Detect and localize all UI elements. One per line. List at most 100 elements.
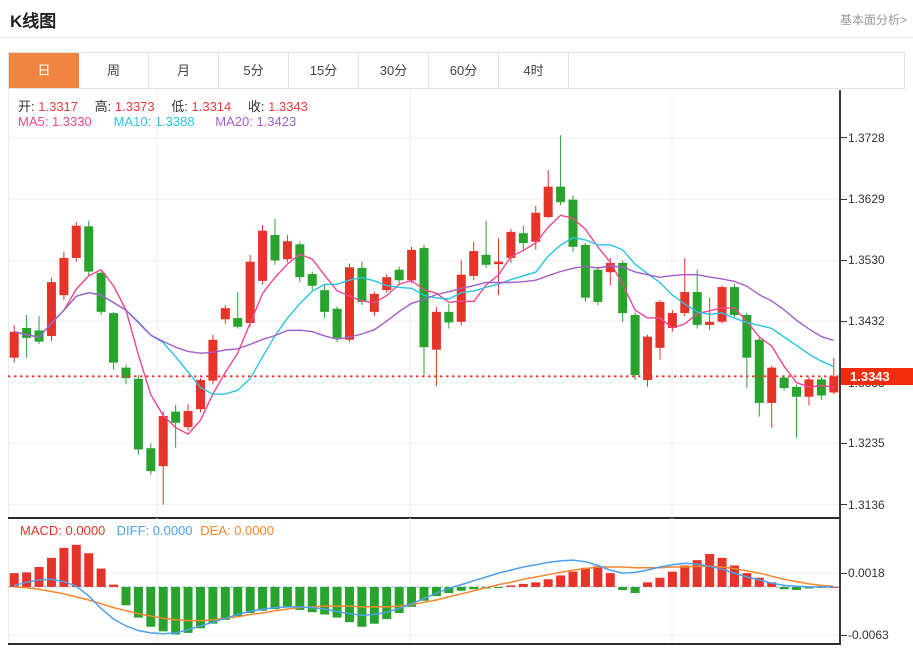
price-tick-mark — [841, 259, 847, 261]
macd-tick-mark — [841, 572, 847, 574]
tab-5min[interactable]: 5分 — [219, 53, 289, 88]
candle — [655, 300, 665, 360]
candle — [568, 195, 578, 252]
ma10-readout: MA10: 1.3388 — [113, 114, 195, 129]
tab-4hour[interactable]: 4时 — [499, 53, 569, 88]
macd-bar — [245, 586, 255, 613]
candle — [46, 277, 56, 341]
candle — [494, 238, 504, 296]
tab-day[interactable]: 日 — [9, 53, 79, 88]
macd-bar — [556, 575, 566, 587]
macd-bar — [59, 547, 69, 587]
macd-bar — [407, 586, 417, 607]
macd-bar — [208, 586, 218, 624]
macd-bar — [804, 586, 814, 589]
macd-bar — [233, 586, 243, 617]
candle — [543, 169, 553, 219]
macd-bar — [717, 557, 727, 587]
candle — [9, 324, 19, 363]
candle — [295, 241, 305, 283]
macd-bar — [692, 560, 702, 587]
candle — [382, 274, 392, 293]
candle — [816, 376, 826, 400]
macd-bar — [307, 586, 317, 613]
macd-bar — [655, 577, 665, 587]
tab-15min[interactable]: 15分 — [289, 53, 359, 88]
candle — [829, 357, 839, 395]
candle — [717, 285, 727, 324]
macd-bar — [71, 544, 81, 587]
ma5-readout: MA5: 1.3330 — [18, 114, 92, 129]
candle — [680, 257, 690, 317]
macd-bar — [394, 586, 404, 613]
macd-bar — [469, 586, 479, 590]
plot-left-border — [8, 89, 9, 644]
candle — [133, 375, 143, 456]
candle — [556, 135, 566, 206]
candle — [59, 251, 69, 301]
candle — [419, 244, 429, 376]
macd-bar — [543, 579, 553, 587]
macd-bar — [742, 573, 752, 587]
candle — [444, 303, 454, 329]
macd-bar — [22, 572, 32, 587]
candle — [84, 220, 94, 276]
candle — [431, 306, 441, 387]
candle — [593, 266, 603, 306]
price-tick-mark — [841, 198, 847, 200]
macd-bar — [34, 567, 44, 587]
price-tick-label: 1.3136 — [848, 497, 885, 512]
fundamental-analysis-link[interactable]: 基本面分析> — [839, 13, 907, 27]
tab-30min[interactable]: 30分 — [359, 53, 429, 88]
macd-tick-label: -0.0063 — [848, 628, 889, 643]
current-price-badge: 1.3343 — [841, 367, 913, 385]
price-tick-label: 1.3530 — [848, 253, 885, 268]
macd-tick-label: 0.0018 — [848, 566, 885, 581]
macd-plot[interactable] — [8, 518, 840, 644]
macd-bar — [46, 557, 56, 587]
candle — [146, 443, 156, 475]
candle — [767, 365, 777, 428]
ma20-line — [14, 265, 835, 354]
macd-bar — [320, 586, 330, 615]
macd-bar — [729, 565, 739, 587]
macd-bar — [593, 566, 603, 587]
candle — [779, 375, 789, 391]
candlestick-plot[interactable] — [8, 90, 840, 517]
macd-bar — [630, 586, 640, 594]
candle — [357, 261, 367, 306]
macd-bar — [369, 586, 379, 624]
ma-legend: MA5: 1.3330 MA10: 1.3388 MA20: 1.3423 — [18, 114, 296, 129]
price-tick-mark — [841, 504, 847, 506]
macd-bar — [270, 586, 280, 610]
macd-bar — [643, 582, 653, 587]
candle — [22, 314, 32, 358]
tab-60min[interactable]: 60分 — [429, 53, 499, 88]
price-tick-label: 1.3629 — [848, 192, 885, 207]
macd-bar — [158, 586, 168, 632]
tab-month[interactable]: 月 — [149, 53, 219, 88]
candle — [233, 292, 243, 329]
tab-week[interactable]: 周 — [79, 53, 149, 88]
candle — [804, 376, 814, 406]
macd-bar — [568, 571, 578, 587]
candle — [618, 260, 628, 322]
price-axis-line — [839, 90, 841, 644]
macd-bar — [382, 586, 392, 620]
price-tick-mark — [841, 137, 847, 139]
candle — [792, 384, 802, 438]
macd-bar — [605, 573, 615, 587]
candle — [220, 305, 230, 324]
candle — [481, 220, 491, 268]
candles — [9, 135, 839, 505]
candle — [71, 222, 81, 262]
macd-bar — [431, 586, 441, 597]
candle — [195, 378, 205, 413]
macd-histogram — [9, 544, 839, 635]
price-tick-label: 1.3432 — [848, 314, 885, 329]
candle — [109, 311, 119, 370]
macd-tick-mark — [841, 634, 847, 636]
candle — [320, 285, 330, 319]
macd-bar — [332, 586, 342, 618]
price-tick-label: 1.3728 — [848, 130, 885, 145]
